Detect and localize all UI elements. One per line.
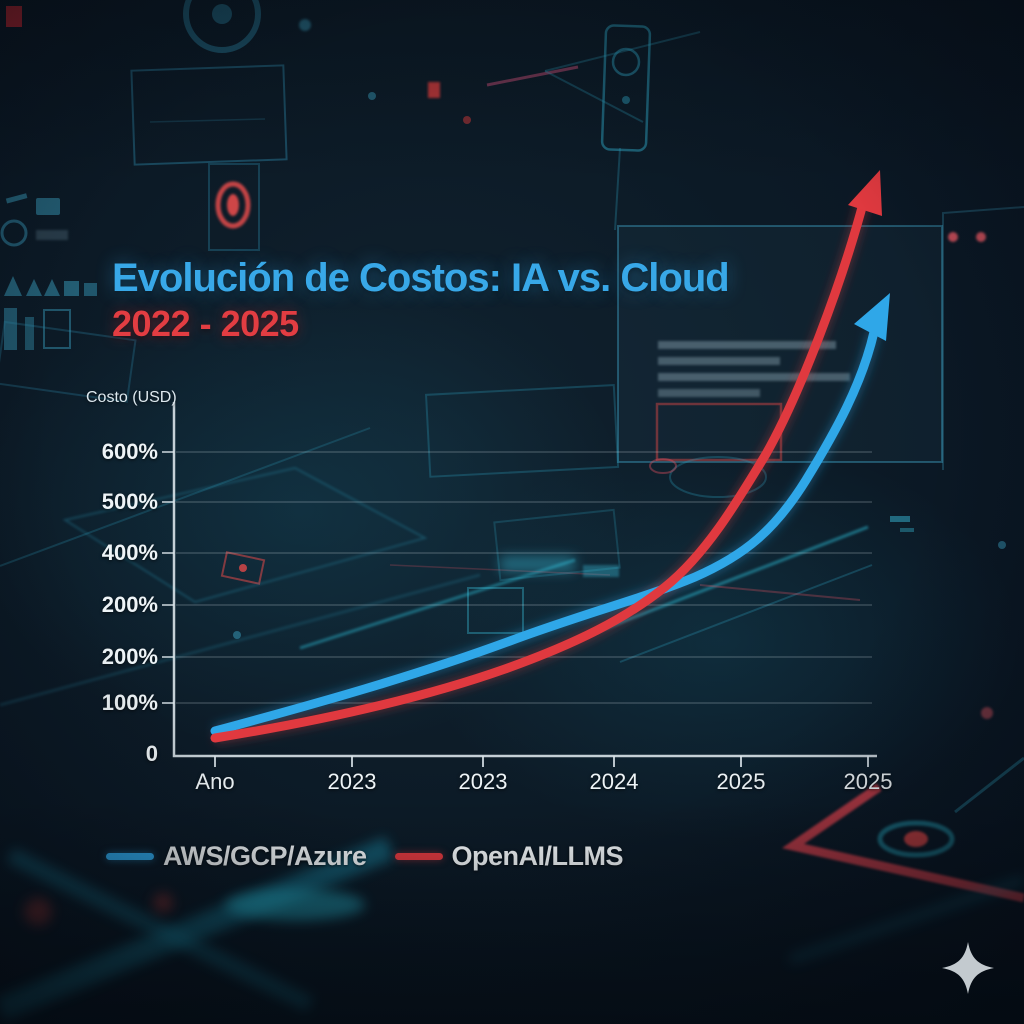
aws-line-glow [213,330,880,737]
y-tick-label: 400% [101,540,158,565]
x-tick-label: 2025 [843,769,893,794]
y-axis-title: Costo (USD) [86,389,177,406]
x-tick-label: 2024 [589,769,639,794]
y-tick-marks [162,451,174,704]
x-tick-label: Ano [195,769,235,794]
y-tick-label: 0 [145,741,158,766]
legend-item-aws: AWS/GCP/Azure [106,841,367,872]
legend-item-openai: OpenAI/LLMS [394,841,624,872]
aws-line-swatch [106,853,154,860]
x-tick-label: 2023 [458,769,508,794]
aws-line [210,327,879,736]
y-tick-label: 200% [101,644,158,669]
x-tick-label: 2025 [716,769,766,794]
y-tick-label: 100% [101,690,158,715]
sparkle-icon [942,942,994,994]
chart-period: 2022 - 2025 [112,303,299,344]
openai-arrowhead-icon [848,170,882,216]
openai-line-swatch [394,853,443,860]
chart-title: Evolución de Costos: IA vs. Cloud [112,256,730,300]
legend: AWS/GCP/Azure OpenAI/LLMS [106,841,624,872]
x-tick-label: 2023 [327,769,377,794]
y-tick-label: 600% [101,439,158,464]
y-tick-label: 500% [101,489,158,514]
legend-label-aws: AWS/GCP/Azure [163,841,367,871]
y-tick-label: 200% [101,592,158,617]
x-tick-marks [214,756,869,767]
legend-label-openai: OpenAI/LLMS [451,841,624,871]
